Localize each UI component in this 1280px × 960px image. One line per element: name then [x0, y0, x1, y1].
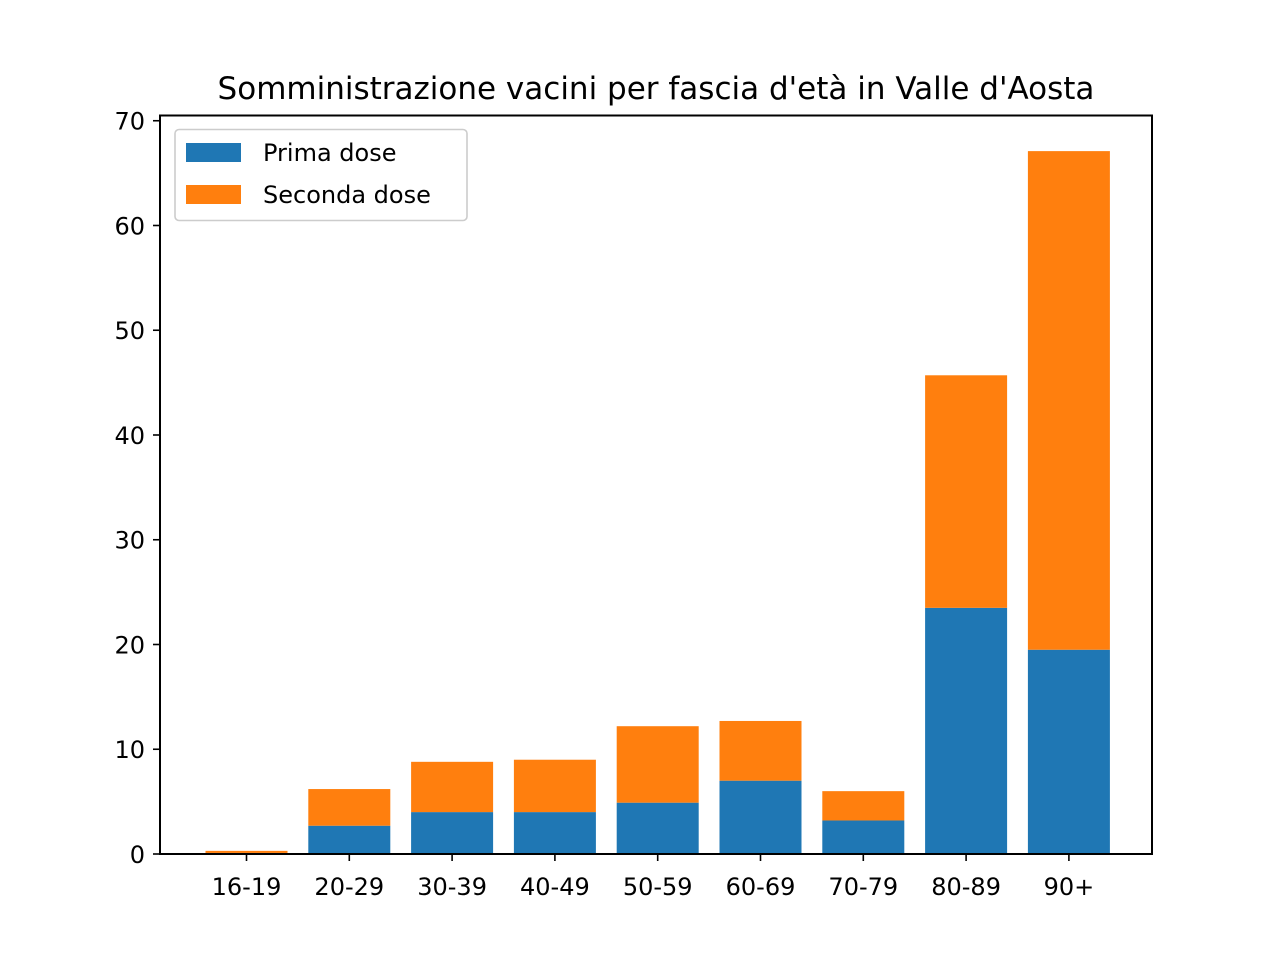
bar-prima-dose-20-29 [308, 825, 391, 854]
bar-prima-dose-70-79 [822, 820, 905, 854]
legend-label-seconda-dose: Seconda dose [263, 181, 431, 209]
bar-seconda-dose-30-39 [411, 761, 494, 813]
y-tick-label: 70 [114, 108, 145, 136]
x-tick-label: 60-69 [726, 873, 796, 901]
bar-seconda-dose-90+ [1027, 151, 1110, 650]
bar-seconda-dose-70-79 [822, 791, 905, 821]
x-tick-label: 20-29 [314, 873, 384, 901]
bar-seconda-dose-40-49 [513, 759, 596, 813]
legend-swatch-seconda-dose [186, 185, 241, 204]
x-tick-label: 16-19 [212, 873, 282, 901]
bar-prima-dose-50-59 [616, 802, 699, 854]
legend: Prima dose Seconda dose [174, 128, 468, 222]
x-tick-label: 70-79 [828, 873, 898, 901]
y-axis: 0 10 20 30 40 50 60 70 [114, 108, 160, 869]
y-tick-label: 0 [130, 841, 145, 869]
bar-prima-dose-80-89 [925, 607, 1008, 854]
bar-prima-dose-60-69 [719, 780, 802, 854]
chart-title: Somministrazione vacini per fascia d'età… [218, 71, 1095, 107]
y-tick-label: 20 [114, 631, 145, 659]
y-tick-label: 10 [114, 736, 145, 764]
x-tick-label: 80-89 [931, 873, 1001, 901]
bar-seconda-dose-20-29 [308, 789, 391, 826]
y-tick-label: 60 [114, 212, 145, 240]
bar-seconda-dose-80-89 [925, 375, 1008, 608]
legend-box [174, 128, 468, 222]
x-tick-label: 30-39 [417, 873, 487, 901]
bar-seconda-dose-16-19 [205, 850, 288, 853]
bar-seconda-dose-50-59 [616, 726, 699, 803]
x-tick-label: 90+ [1044, 873, 1095, 901]
bar-prima-dose-30-39 [411, 812, 494, 854]
x-tick-label: 50-59 [623, 873, 693, 901]
x-axis: 16-19 20-29 30-39 40-49 50-59 60-69 70-79 80-89… [212, 854, 1095, 901]
y-tick-label: 40 [114, 422, 145, 450]
y-tick-label: 50 [114, 317, 145, 345]
y-tick-label: 30 [114, 527, 145, 555]
bar-prima-dose-40-49 [513, 812, 596, 854]
legend-label-prima-dose: Prima dose [263, 139, 397, 167]
bar-seconda-dose-60-69 [719, 720, 802, 781]
legend-swatch-prima-dose [186, 143, 241, 162]
bars-layer [205, 151, 1110, 854]
plot-area-frame [159, 114, 1153, 855]
bar-prima-dose-90+ [1027, 649, 1110, 854]
x-tick-label: 40-49 [520, 873, 590, 901]
